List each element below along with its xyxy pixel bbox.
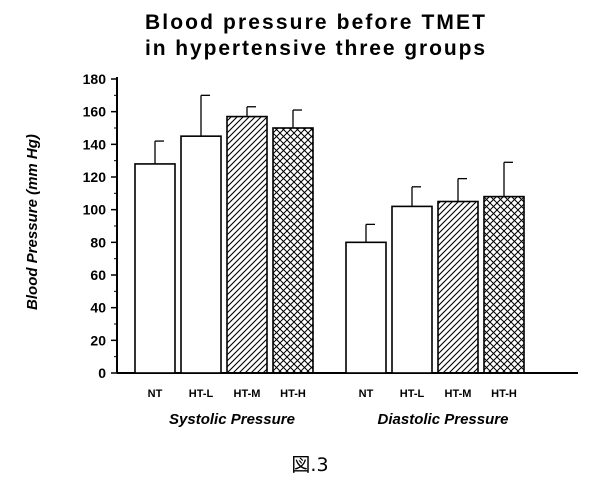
labels: NT HT-L HT-M HT-H Systolic Pressure NT HT-L HT-… [148,388,517,428]
y-tick-label: 120 [83,169,107,185]
x-category-label: HT-M [234,388,261,400]
x-category-label: NT [148,388,163,400]
x-category-label: NT [359,388,374,400]
y-tick-label: 140 [83,136,107,152]
bar-systolic-nt [134,163,176,374]
bar-diastolic-ht-m [437,200,479,374]
x-category-label: HT-H [280,388,306,400]
x-group-label: Systolic Pressure [169,411,295,428]
x-category-label: HT-H [491,388,517,400]
figure-caption: 図.3 [291,454,329,476]
chart-title-line-2: in hypertensive three groups [145,37,485,60]
y-tick-label: 100 [83,202,107,218]
bar-diastolic-nt [345,241,387,374]
y-tick-label: 160 [83,104,107,120]
bar-diastolic-ht-l [391,205,433,374]
bar-systolic-ht-h [272,127,314,374]
y-tick-label: 80 [90,234,106,250]
bar-systolic-ht-l [180,135,222,374]
chart-title-line-1: Blood pressure before TMET [145,11,485,34]
y-tick-label: 40 [90,300,106,316]
y-axis-label: Blood Pressure (mm Hg) [24,134,41,310]
bar-diastolic-ht-h [483,195,525,374]
y-tick-label: 20 [90,332,106,348]
x-category-label: HT-L [189,388,214,400]
y-tick-label: 0 [98,365,106,381]
y-tick-label: 180 [83,71,107,87]
x-category-label: HT-M [445,388,472,400]
bars [134,94,525,374]
y-tick-label: 60 [90,267,106,283]
x-category-label: HT-L [400,388,425,400]
x-group-label: Diastolic Pressure [378,411,509,428]
bar-systolic-ht-m [226,115,268,374]
